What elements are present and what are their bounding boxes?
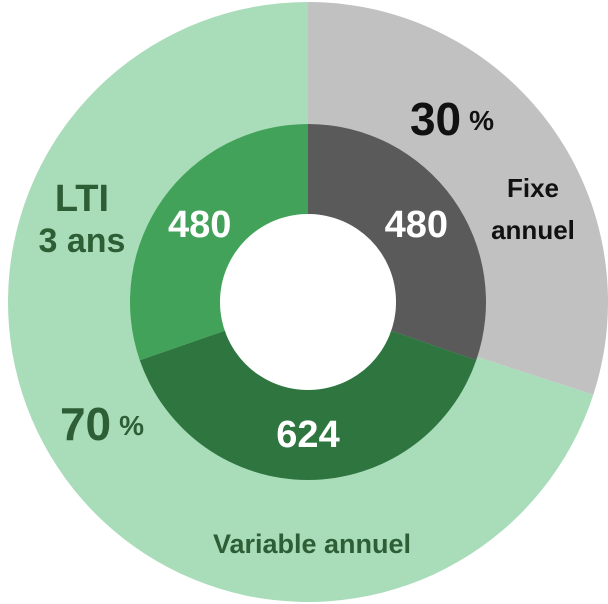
annotation: LTI 3 ans — [39, 178, 126, 260]
inner-segment — [129, 124, 308, 361]
hole — [220, 214, 396, 390]
inner-segment — [139, 330, 477, 481]
rings — [8, 2, 608, 603]
inner-value-label: 624 — [276, 414, 339, 456]
inner-value-label: 480 — [168, 204, 231, 246]
outer-value-label: 70% — [60, 398, 144, 450]
inner-segment — [308, 124, 486, 361]
outer-value-label: 30% — [410, 93, 494, 145]
category-label: Fixe annuel — [491, 173, 575, 245]
inner-value-label: 480 — [385, 204, 448, 246]
category-label: Variable annuel — [213, 529, 411, 559]
